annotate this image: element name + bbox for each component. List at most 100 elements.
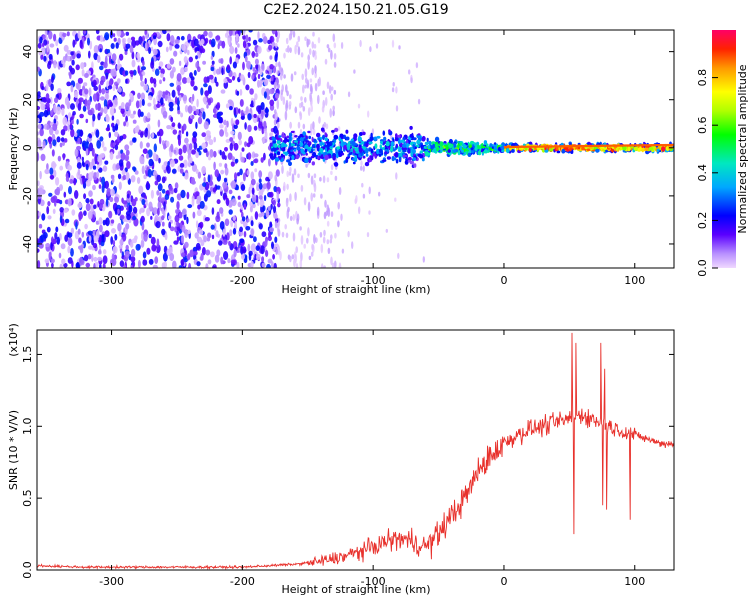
spectrogram-cell	[258, 182, 263, 190]
spectrogram-cell	[96, 54, 101, 63]
spectrogram-cell	[44, 168, 50, 175]
spectrogram-cell	[236, 185, 239, 191]
snr-y-tick-label: 1.5	[21, 346, 34, 364]
spectrogram-cell	[268, 158, 271, 167]
spectrogram-cell	[213, 150, 217, 158]
spectrogram-cell	[382, 159, 387, 162]
spectrogram-cell	[276, 36, 279, 43]
spectrogram-cell	[307, 130, 311, 134]
spectrogram-cell	[223, 195, 228, 200]
spectrogram-cell	[135, 100, 140, 109]
spectrogram-cell	[280, 72, 283, 81]
spectrogram-cell	[54, 232, 58, 240]
spectrogram-cell	[379, 148, 383, 154]
spectrogram-cell	[260, 102, 265, 110]
spectrogram-cell	[289, 47, 292, 53]
spectrogram-cell	[310, 192, 314, 202]
spectrogram-cell	[276, 121, 280, 129]
spectrogram-cell	[434, 136, 440, 143]
spectrogram-cell	[267, 258, 273, 264]
spectrogram-cell	[305, 163, 308, 168]
spectrogram-frame	[36, 29, 675, 269]
spectrogram-cell	[60, 137, 65, 142]
spectrogram-cell	[150, 60, 155, 69]
spectrogram-cell	[186, 216, 189, 225]
spectrogram-cell	[402, 149, 407, 153]
spectrogram-cell	[97, 113, 101, 121]
spectrogram-cell	[290, 73, 294, 82]
spectrogram-cell	[38, 211, 41, 217]
spectrogram-cell	[44, 30, 48, 37]
spectrogram-cell	[45, 83, 49, 92]
spectrogram-cell	[338, 262, 342, 268]
spectrogram-cell	[44, 258, 50, 264]
spectrogram-cell	[227, 79, 233, 83]
spectrogram-cell	[114, 97, 118, 106]
spectrogram-cell	[147, 95, 152, 100]
spectrogram-cell	[322, 236, 326, 244]
spectrogram-cell	[237, 201, 242, 208]
spectrogram-cell	[286, 90, 289, 97]
spectrogram-cell	[150, 46, 154, 52]
spectrogram-cell	[561, 148, 566, 154]
spectrogram-cell	[239, 226, 244, 233]
spectrogram-cell	[133, 110, 136, 115]
spectrogram-cell	[249, 205, 253, 213]
spectrogram-cell	[63, 138, 68, 143]
spectrogram-cell	[195, 108, 200, 115]
spectrogram-cell	[261, 231, 267, 238]
spectrogram-cell	[423, 145, 427, 149]
spectrogram-cell	[333, 162, 339, 167]
spectrogram-cell	[303, 243, 307, 249]
spectrogram-cell	[67, 112, 72, 119]
spectrogram-cell	[206, 237, 211, 242]
spectrogram-cell	[388, 129, 391, 133]
spectrogram-cell	[208, 180, 213, 186]
spectrogram-cell	[330, 93, 334, 101]
spectrogram-cell	[371, 128, 375, 135]
spectrogram-cell	[84, 98, 88, 107]
spectrogram-cell	[248, 253, 252, 261]
spectrogram-cell	[202, 111, 206, 120]
spectrogram-cell	[273, 119, 277, 126]
spectrogram-cell	[281, 231, 285, 238]
spectrogram-cell	[142, 251, 147, 259]
snr-x-tick-label: -200	[230, 575, 255, 588]
spectrogram-cell	[245, 106, 249, 115]
spectrogram-cell	[319, 140, 323, 147]
spectrogram-cell	[48, 30, 53, 40]
spectrogram-cell	[148, 158, 154, 167]
spectrogram-cell	[189, 143, 193, 151]
spectrogram-cell	[322, 90, 325, 95]
spectrogram-cell	[234, 158, 239, 163]
spectrogram-cell	[53, 118, 57, 124]
spectrogram-cell	[362, 165, 365, 172]
spectrogram-cell	[219, 129, 225, 137]
spectrogram-cell	[181, 252, 186, 258]
spectrogram-cell	[102, 249, 107, 255]
spectrogram-cell	[65, 176, 70, 182]
spectrogram-cell	[271, 30, 276, 35]
spectrogram-cell	[379, 139, 384, 142]
spectrogram-cell	[207, 98, 212, 106]
spectrogram-cell	[91, 170, 94, 177]
spectrogram-cell	[474, 146, 478, 151]
spectrogram-cell	[332, 155, 336, 161]
spectrogram-cell	[365, 143, 369, 147]
spectrogram-cell	[289, 193, 292, 203]
spectrogram-cell	[266, 95, 271, 100]
spectrogram-cell	[269, 63, 274, 70]
spectrogram-cell	[215, 81, 219, 87]
spectrogram-cell	[142, 60, 145, 67]
spectrogram-cell	[227, 99, 233, 104]
spectrogram-cell	[192, 211, 196, 219]
spectrogram-cell	[85, 163, 89, 171]
spectrogram-cell	[310, 104, 314, 113]
spectrogram-cell	[382, 130, 386, 136]
spectrogram-cell	[338, 187, 342, 195]
spectrogram-cell	[241, 253, 245, 260]
spectrogram-cell	[300, 184, 304, 192]
spectrogram-cell	[125, 31, 130, 36]
spectrogram-cell	[170, 159, 175, 168]
spectrogram-cell	[79, 244, 84, 254]
